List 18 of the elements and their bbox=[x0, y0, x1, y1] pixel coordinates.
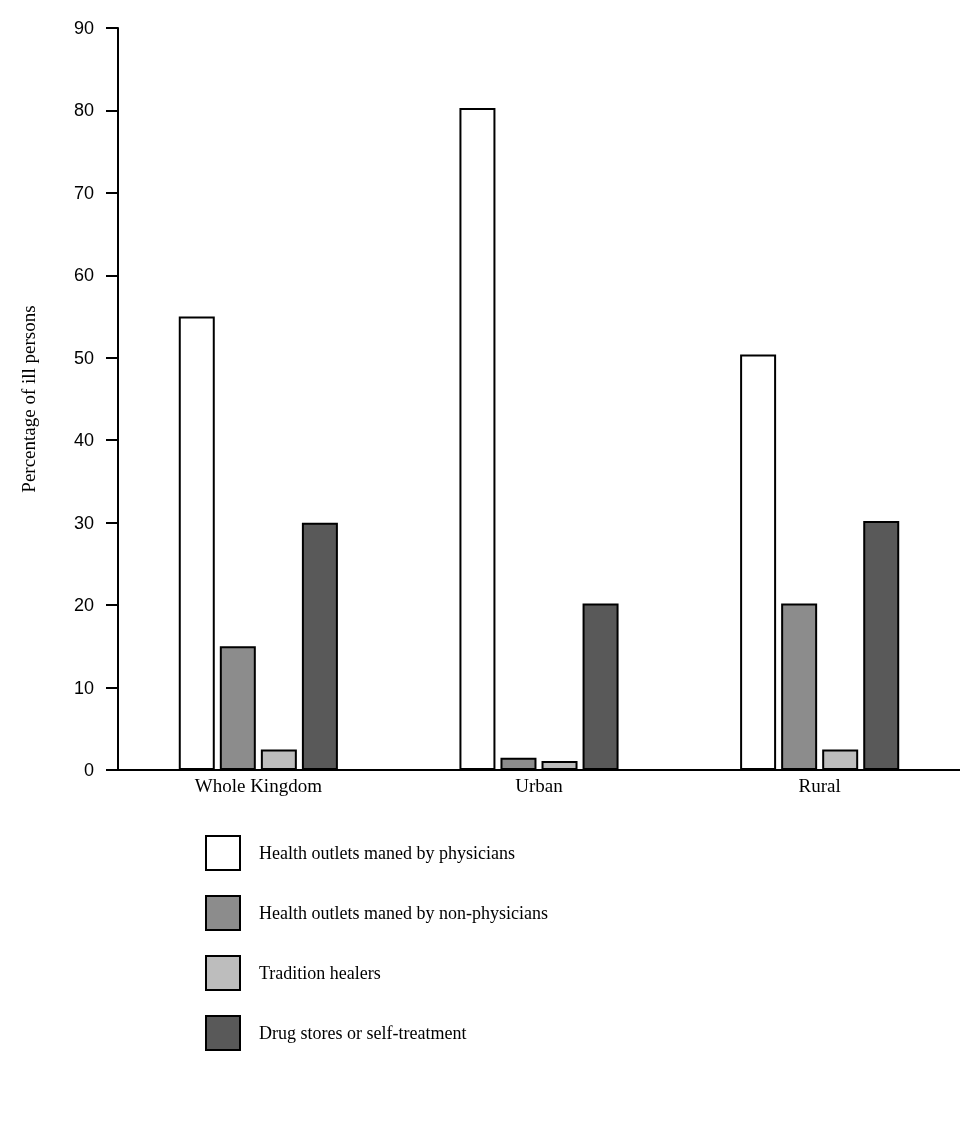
legend-label: Drug stores or self-treatment bbox=[259, 1023, 467, 1043]
y-tick-label: 20 bbox=[73, 595, 94, 616]
legend-label: Health outlets maned by physicians bbox=[259, 843, 515, 863]
y-axis-title: Percentage of ill persons bbox=[18, 305, 39, 493]
y-tick-label: 50 bbox=[73, 347, 94, 368]
x-tick-label: Whole Kingdom bbox=[194, 775, 323, 796]
y-tick-label: 40 bbox=[73, 430, 94, 451]
x-tick-label: Rural bbox=[798, 775, 841, 796]
y-tick-label: 70 bbox=[73, 182, 94, 203]
legend-label: Tradition healers bbox=[259, 963, 381, 983]
y-tick-label: 30 bbox=[73, 512, 94, 533]
y-tick-label: 10 bbox=[73, 677, 94, 698]
legend-label: Health outlets maned by non-physicians bbox=[259, 903, 548, 923]
y-tick-label: 0 bbox=[83, 760, 94, 780]
x-tick-label: Urban bbox=[515, 775, 564, 796]
y-tick-label: 60 bbox=[73, 265, 94, 286]
y-tick-label: 90 bbox=[73, 18, 94, 38]
y-tick-label: 80 bbox=[73, 100, 94, 121]
